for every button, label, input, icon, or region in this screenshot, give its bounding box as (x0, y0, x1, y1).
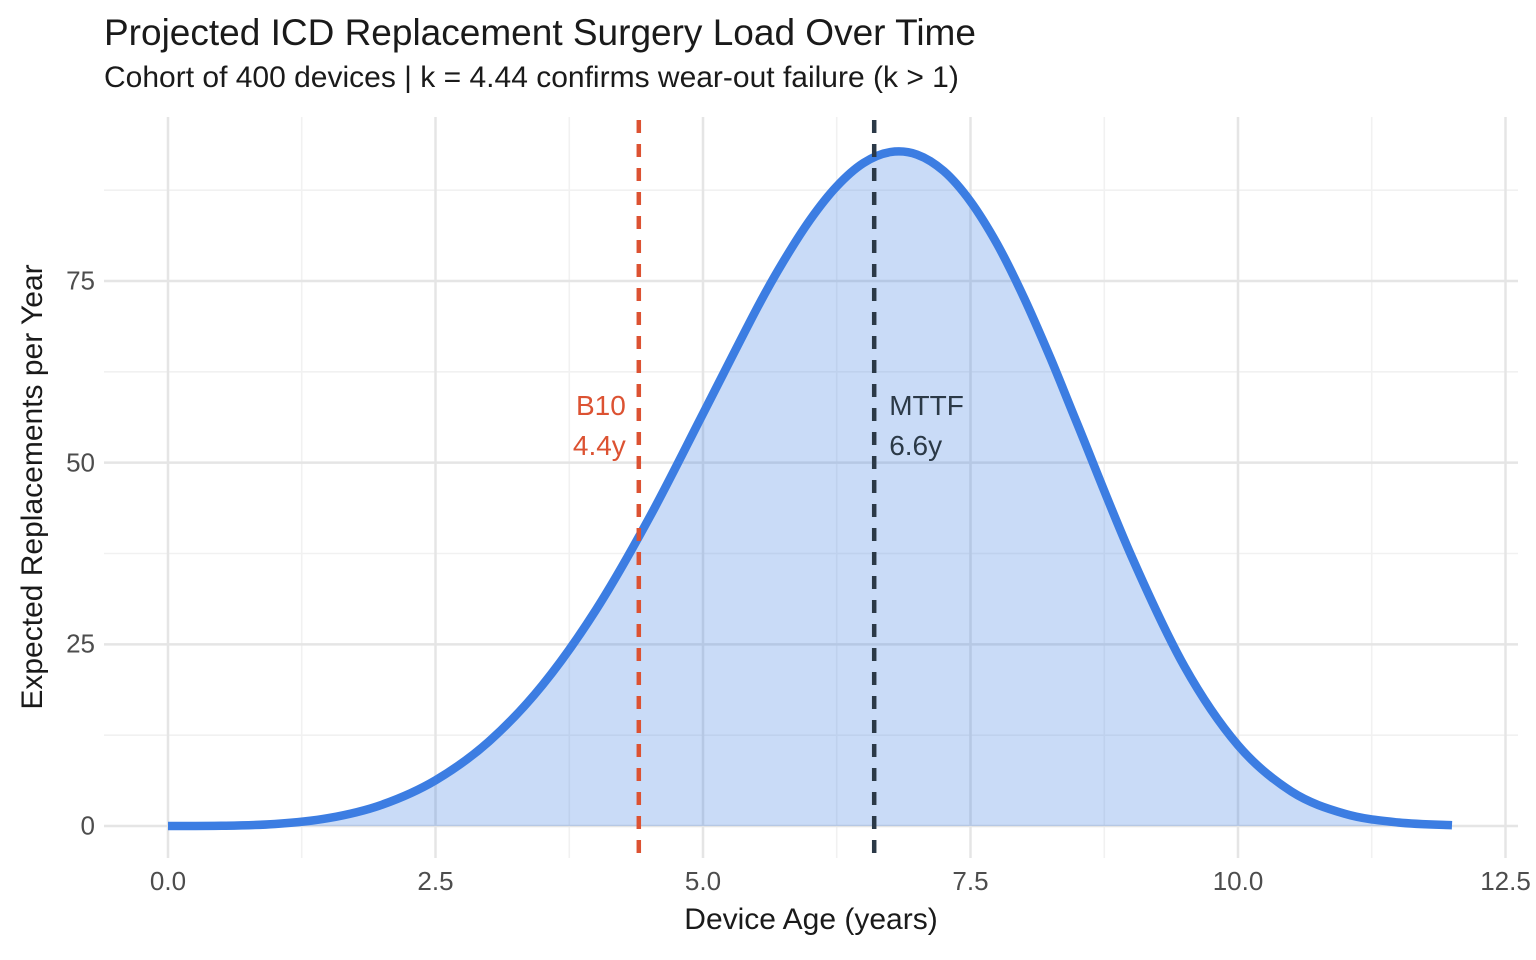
annotation-mttf-name: MTTF (889, 390, 964, 422)
annotation-mttf-value: 6.6y (889, 430, 943, 462)
y-axis-title: Expected Replacements per Year (16, 264, 49, 710)
y-tick-label: 50 (66, 447, 95, 478)
annotation-mttf: MTTF 6.6y (889, 386, 964, 466)
x-axis-title: Device Age (years) (684, 903, 938, 936)
y-tick-label: 0 (80, 810, 95, 841)
x-tick-label: 2.5 (417, 866, 454, 896)
x-tick-label: 10.0 (1212, 866, 1264, 896)
y-tick-label: 75 (66, 265, 95, 296)
chart-subtitle: Cohort of 400 devices | k = 4.44 confirm… (104, 61, 959, 94)
x-tick-label: 5.0 (684, 866, 722, 896)
chart-title: Projected ICD Replacement Surgery Load O… (104, 12, 976, 53)
area-fill (168, 151, 1452, 827)
y-tick-label: 25 (66, 628, 95, 659)
x-tick-label: 12.5 (1480, 866, 1531, 896)
annotation-b10-value: 4.4y (572, 430, 626, 462)
x-tick-label: 0.0 (149, 866, 187, 896)
annotation-b10: B10 4.4y (573, 386, 626, 466)
x-tick-label: 7.5 (952, 866, 989, 896)
annotation-b10-name: B10 (575, 390, 626, 422)
curve-line (167, 147, 1453, 831)
